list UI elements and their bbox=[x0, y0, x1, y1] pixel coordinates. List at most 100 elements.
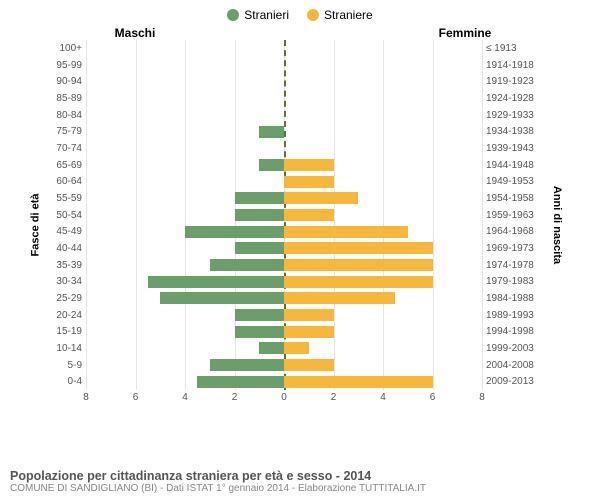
female-bar bbox=[284, 259, 433, 271]
male-bar bbox=[185, 226, 284, 238]
male-half bbox=[86, 123, 284, 140]
age-row: 55-591954-1958 bbox=[86, 190, 482, 207]
female-half bbox=[284, 307, 482, 324]
female-half bbox=[284, 207, 482, 224]
male-half bbox=[86, 90, 284, 107]
male-half bbox=[86, 373, 284, 390]
male-bar bbox=[235, 309, 285, 321]
female-bar bbox=[284, 176, 334, 188]
header-male: Maschi bbox=[0, 26, 300, 40]
x-tick: 8 bbox=[83, 392, 89, 403]
birth-year-label: 1939-1943 bbox=[486, 143, 540, 154]
male-bar bbox=[259, 159, 284, 171]
female-half bbox=[284, 357, 482, 374]
female-bar bbox=[284, 309, 334, 321]
x-tick: 4 bbox=[182, 392, 188, 403]
male-bar bbox=[148, 276, 284, 288]
birth-year-label: 1979-1983 bbox=[486, 276, 540, 287]
male-half bbox=[86, 190, 284, 207]
male-bar bbox=[160, 292, 284, 304]
female-half bbox=[284, 73, 482, 90]
female-half bbox=[284, 323, 482, 340]
x-tick: 2 bbox=[331, 392, 337, 403]
age-row: 25-291984-1988 bbox=[86, 290, 482, 307]
age-row: 30-341979-1983 bbox=[86, 273, 482, 290]
legend-female-swatch bbox=[307, 9, 319, 21]
age-row: 80-841929-1933 bbox=[86, 107, 482, 124]
age-row: 95-991914-1918 bbox=[86, 57, 482, 74]
age-label: 50-54 bbox=[48, 210, 82, 221]
birth-year-label: 1969-1973 bbox=[486, 243, 540, 254]
female-half bbox=[284, 57, 482, 74]
birth-year-label: 1934-1938 bbox=[486, 126, 540, 137]
birth-year-label: 1954-1958 bbox=[486, 193, 540, 204]
male-half bbox=[86, 73, 284, 90]
female-bar bbox=[284, 159, 334, 171]
column-headers: Maschi Femmine bbox=[0, 26, 600, 40]
age-label: 75-79 bbox=[48, 126, 82, 137]
age-row: 90-941919-1923 bbox=[86, 73, 482, 90]
male-half bbox=[86, 240, 284, 257]
male-bar bbox=[235, 192, 285, 204]
header-female: Femmine bbox=[300, 26, 600, 40]
age-row: 10-141999-2003 bbox=[86, 340, 482, 357]
plot: 100+≤ 191395-991914-191890-941919-192385… bbox=[86, 40, 482, 390]
age-row: 65-691944-1948 bbox=[86, 157, 482, 174]
x-tick: 4 bbox=[380, 392, 386, 403]
footer: Popolazione per cittadinanza straniera p… bbox=[10, 469, 590, 494]
birth-year-label: ≤ 1913 bbox=[486, 43, 540, 54]
birth-year-label: 1949-1953 bbox=[486, 176, 540, 187]
birth-year-label: 1994-1998 bbox=[486, 326, 540, 337]
legend-female-label: Straniere bbox=[324, 8, 373, 22]
birth-year-label: 1989-1993 bbox=[486, 310, 540, 321]
chart-area: Fasce di età Anni di nascita 100+≤ 19139… bbox=[48, 40, 540, 410]
female-bar bbox=[284, 209, 334, 221]
male-bar bbox=[197, 376, 284, 388]
age-row: 100+≤ 1913 bbox=[86, 40, 482, 57]
female-half bbox=[284, 257, 482, 274]
male-half bbox=[86, 173, 284, 190]
age-label: 35-39 bbox=[48, 260, 82, 271]
x-tick: 2 bbox=[232, 392, 238, 403]
y-axis-right-title: Anni di nascita bbox=[551, 186, 563, 264]
age-label: 55-59 bbox=[48, 193, 82, 204]
female-bar bbox=[284, 242, 433, 254]
age-row: 70-741939-1943 bbox=[86, 140, 482, 157]
rows: 100+≤ 191395-991914-191890-941919-192385… bbox=[86, 40, 482, 390]
birth-year-label: 1999-2003 bbox=[486, 343, 540, 354]
x-tick: 8 bbox=[479, 392, 485, 403]
legend-female: Straniere bbox=[307, 8, 373, 22]
female-bar bbox=[284, 326, 334, 338]
male-half bbox=[86, 207, 284, 224]
chart-subtitle: COMUNE DI SANDIGLIANO (BI) - Dati ISTAT … bbox=[10, 483, 590, 494]
age-row: 5-92004-2008 bbox=[86, 357, 482, 374]
birth-year-label: 1984-1988 bbox=[486, 293, 540, 304]
female-bar bbox=[284, 359, 334, 371]
age-row: 15-191994-1998 bbox=[86, 323, 482, 340]
female-half bbox=[284, 173, 482, 190]
y-axis-left-title: Fasce di età bbox=[29, 194, 41, 257]
female-half bbox=[284, 340, 482, 357]
age-row: 45-491964-1968 bbox=[86, 223, 482, 240]
legend-male-swatch bbox=[227, 9, 239, 21]
birth-year-label: 1924-1928 bbox=[486, 93, 540, 104]
male-half bbox=[86, 157, 284, 174]
birth-year-label: 2009-2013 bbox=[486, 376, 540, 387]
female-half bbox=[284, 223, 482, 240]
age-label: 65-69 bbox=[48, 160, 82, 171]
age-label: 85-89 bbox=[48, 93, 82, 104]
age-row: 35-391974-1978 bbox=[86, 257, 482, 274]
female-half bbox=[284, 123, 482, 140]
birth-year-label: 1914-1918 bbox=[486, 60, 540, 71]
female-half bbox=[284, 273, 482, 290]
female-half bbox=[284, 40, 482, 57]
male-bar bbox=[259, 126, 284, 138]
female-half bbox=[284, 373, 482, 390]
male-bar bbox=[235, 242, 285, 254]
age-label: 60-64 bbox=[48, 176, 82, 187]
age-label: 20-24 bbox=[48, 310, 82, 321]
age-label: 5-9 bbox=[48, 360, 82, 371]
age-label: 100+ bbox=[48, 43, 82, 54]
age-label: 10-14 bbox=[48, 343, 82, 354]
age-label: 45-49 bbox=[48, 226, 82, 237]
